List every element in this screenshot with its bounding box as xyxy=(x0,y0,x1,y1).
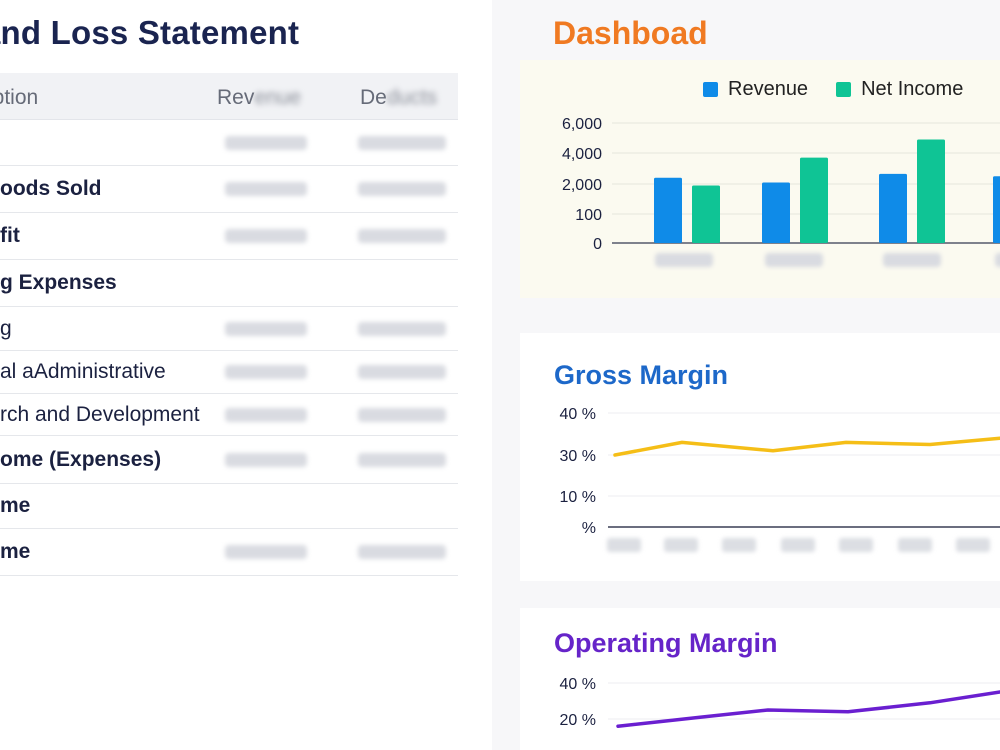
deductions-value-redacted xyxy=(358,135,446,150)
revenue-value-redacted xyxy=(225,182,307,196)
pl-panel: and Loss Statement scription Revenue Ded… xyxy=(0,0,492,750)
row-label: g Expenses xyxy=(0,271,117,294)
x-tick-label-redacted xyxy=(995,253,1000,267)
y-tick-label: 40 % xyxy=(560,676,596,693)
pl-table: scription Revenue Deducts oods Sold fit g … xyxy=(0,73,458,576)
row-label: me xyxy=(0,540,31,563)
legend-item-net-income[interactable]: Net Income xyxy=(836,78,963,101)
row-label: me xyxy=(0,494,31,517)
row-label: g xyxy=(0,316,12,340)
x-tick-label-redacted xyxy=(781,538,815,552)
revenue-value-redacted xyxy=(225,135,307,150)
x-tick-label-redacted xyxy=(839,538,873,552)
deductions-value-redacted xyxy=(358,182,446,196)
y-tick-label: 4,000 xyxy=(562,146,602,163)
chart-legend: Revenue Net Income xyxy=(703,78,963,101)
revenue-value-redacted xyxy=(225,545,307,559)
revenue-value-redacted xyxy=(225,365,307,379)
deductions-value-redacted xyxy=(358,365,446,379)
revenue-value-redacted xyxy=(225,452,307,467)
bar-net-income xyxy=(917,139,945,243)
pl-rows: oods Sold fit g Expenses g al aAdministrativ… xyxy=(0,120,458,576)
operating-margin-line xyxy=(616,690,1000,728)
x-tick-label-redacted xyxy=(607,538,641,552)
row-label: fit xyxy=(0,224,20,247)
bar-revenue xyxy=(654,177,682,243)
bar-net-income xyxy=(692,185,720,243)
table-row[interactable]: rch and Development xyxy=(0,394,458,436)
bar-revenue xyxy=(762,182,790,243)
deductions-value-redacted xyxy=(358,229,446,243)
x-tick-label-redacted xyxy=(722,538,756,552)
table-row[interactable]: al aAdministrative xyxy=(0,351,458,394)
y-tick-label: 100 xyxy=(575,207,602,224)
y-tick-label: 2,000 xyxy=(562,177,602,194)
y-tick-label: 40 % xyxy=(560,406,596,423)
deductions-value-redacted xyxy=(358,321,446,336)
legend-label-net-income: Net Income xyxy=(861,78,964,100)
row-label: oods Sold xyxy=(0,177,102,200)
legend-swatch-revenue xyxy=(703,82,718,97)
x-tick-label-redacted xyxy=(765,253,823,267)
operating-margin-title: Operating Margin xyxy=(554,628,778,658)
x-tick-label-redacted xyxy=(664,538,698,552)
table-row[interactable]: me xyxy=(0,484,458,529)
table-row[interactable]: g Expenses xyxy=(0,260,458,307)
table-row[interactable] xyxy=(0,120,458,166)
table-row[interactable]: oods Sold xyxy=(0,166,458,213)
row-label: ome (Expenses) xyxy=(0,447,162,471)
pl-title: and Loss Statement xyxy=(0,14,300,51)
bar-net-income xyxy=(800,157,828,243)
table-row[interactable]: fit xyxy=(0,213,458,260)
y-tick-label: 0 xyxy=(593,236,602,253)
operating-margin-card xyxy=(520,608,1000,750)
row-label: al aAdministrative xyxy=(0,360,166,383)
dashboard-title: Dashboad xyxy=(553,15,708,51)
y-tick-label: 20 % xyxy=(560,712,596,729)
pl-table-header: scription Revenue Deducts xyxy=(0,73,458,120)
y-tick-label: 10 % xyxy=(560,489,596,506)
bar-revenue xyxy=(993,176,1000,243)
gross-margin-title: Gross Margin xyxy=(554,360,729,390)
legend-label-revenue: Revenue xyxy=(728,78,809,100)
y-tick-label: % xyxy=(582,520,596,537)
revenue-value-redacted xyxy=(225,407,307,422)
revenue-value-redacted xyxy=(225,321,307,336)
revenue-value-redacted xyxy=(225,229,307,243)
x-tick-label-redacted xyxy=(956,538,990,552)
x-tick-label-redacted xyxy=(898,538,932,552)
deductions-value-redacted xyxy=(358,407,446,422)
legend-item-revenue[interactable]: Revenue xyxy=(703,78,808,101)
y-tick-label: 30 % xyxy=(560,448,596,465)
table-row[interactable]: g xyxy=(0,307,458,351)
column-header-revenue[interactable]: Revenue xyxy=(217,86,302,109)
column-header-deductions[interactable]: Deducts xyxy=(360,86,438,109)
table-row[interactable]: ome (Expenses) xyxy=(0,436,458,484)
row-label: rch and Development xyxy=(0,402,200,426)
table-row[interactable]: me xyxy=(0,529,458,576)
deductions-value-redacted xyxy=(358,452,446,467)
x-tick-label-redacted xyxy=(883,253,941,267)
y-tick-label: 6,000 xyxy=(562,116,602,133)
column-header-description[interactable]: scription xyxy=(0,86,39,109)
x-tick-label-redacted xyxy=(655,253,713,267)
legend-swatch-net-income xyxy=(836,82,852,97)
gross-margin-line xyxy=(613,436,1000,457)
bar-revenue xyxy=(879,173,907,243)
deductions-value-redacted xyxy=(358,545,446,559)
